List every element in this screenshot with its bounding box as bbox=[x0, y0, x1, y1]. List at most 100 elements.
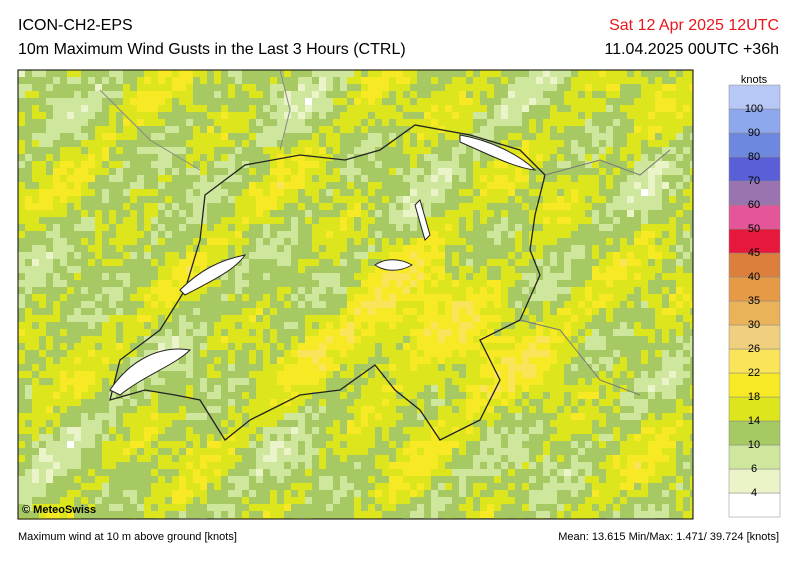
map-cell bbox=[396, 308, 403, 315]
map-cell bbox=[214, 427, 221, 434]
map-cell bbox=[634, 350, 641, 357]
map-cell bbox=[466, 259, 473, 266]
map-cell bbox=[585, 294, 592, 301]
map-cell bbox=[291, 350, 298, 357]
map-cell bbox=[529, 294, 536, 301]
map-cell bbox=[550, 315, 557, 322]
map-cell bbox=[515, 119, 522, 126]
map-cell bbox=[571, 210, 578, 217]
map-cell bbox=[431, 301, 438, 308]
map-cell bbox=[32, 175, 39, 182]
map-cell bbox=[88, 287, 95, 294]
map-cell bbox=[662, 315, 669, 322]
map-cell bbox=[95, 238, 102, 245]
map-cell bbox=[144, 105, 151, 112]
map-cell bbox=[606, 343, 613, 350]
map-cell bbox=[25, 273, 32, 280]
map-cell bbox=[634, 112, 641, 119]
map-cell bbox=[438, 399, 445, 406]
map-cell bbox=[669, 364, 676, 371]
map-cell bbox=[277, 301, 284, 308]
map-cell bbox=[466, 245, 473, 252]
map-cell bbox=[242, 399, 249, 406]
map-cell bbox=[298, 70, 305, 77]
map-cell bbox=[354, 392, 361, 399]
map-cell bbox=[354, 231, 361, 238]
map-cell bbox=[683, 357, 690, 364]
map-cell bbox=[557, 287, 564, 294]
map-cell bbox=[137, 287, 144, 294]
map-cell bbox=[515, 420, 522, 427]
map-cell bbox=[508, 105, 515, 112]
map-cell bbox=[613, 161, 620, 168]
map-cell bbox=[662, 385, 669, 392]
map-cell bbox=[347, 406, 354, 413]
map-cell bbox=[613, 273, 620, 280]
map-cell bbox=[319, 161, 326, 168]
map-cell bbox=[312, 420, 319, 427]
map-cell bbox=[53, 287, 60, 294]
map-cell bbox=[158, 420, 165, 427]
map-cell bbox=[578, 315, 585, 322]
map-cell bbox=[242, 322, 249, 329]
map-cell bbox=[214, 350, 221, 357]
map-cell bbox=[256, 210, 263, 217]
map-cell bbox=[543, 420, 550, 427]
map-cell bbox=[207, 322, 214, 329]
map-cell bbox=[109, 343, 116, 350]
map-cell bbox=[515, 182, 522, 189]
map-cell bbox=[200, 154, 207, 161]
map-cell bbox=[690, 182, 693, 189]
map-cell bbox=[564, 399, 571, 406]
map-cell bbox=[466, 273, 473, 280]
map-cell bbox=[480, 112, 487, 119]
map-cell bbox=[494, 196, 501, 203]
map-cell bbox=[459, 371, 466, 378]
map-cell bbox=[557, 385, 564, 392]
map-cell bbox=[256, 301, 263, 308]
map-cell bbox=[214, 399, 221, 406]
map-cell bbox=[172, 217, 179, 224]
map-cell bbox=[585, 364, 592, 371]
map-cell bbox=[599, 77, 606, 84]
map-cell bbox=[319, 329, 326, 336]
map-cell bbox=[221, 210, 228, 217]
map-cell bbox=[130, 294, 137, 301]
map-cell bbox=[648, 315, 655, 322]
map-cell bbox=[214, 112, 221, 119]
map-cell bbox=[228, 203, 235, 210]
map-cell bbox=[221, 77, 228, 84]
map-cell bbox=[305, 147, 312, 154]
map-cell bbox=[333, 329, 340, 336]
map-cell bbox=[81, 168, 88, 175]
map-cell bbox=[137, 322, 144, 329]
map-cell bbox=[102, 406, 109, 413]
map-cell bbox=[361, 210, 368, 217]
map-cell bbox=[53, 371, 60, 378]
map-cell bbox=[242, 273, 249, 280]
map-cell bbox=[18, 413, 25, 420]
map-cell bbox=[123, 259, 130, 266]
map-cell bbox=[270, 217, 277, 224]
map-cell bbox=[179, 266, 186, 273]
map-cell bbox=[102, 189, 109, 196]
map-cell bbox=[53, 406, 60, 413]
map-cell bbox=[46, 105, 53, 112]
map-cell bbox=[382, 210, 389, 217]
map-cell bbox=[452, 252, 459, 259]
map-cell bbox=[522, 105, 529, 112]
map-cell bbox=[242, 357, 249, 364]
map-cell bbox=[368, 280, 375, 287]
map-cell bbox=[186, 210, 193, 217]
map-cell bbox=[200, 245, 207, 252]
map-cell bbox=[543, 385, 550, 392]
map-cell bbox=[438, 217, 445, 224]
map-cell bbox=[81, 77, 88, 84]
map-cell bbox=[207, 427, 214, 434]
map-cell bbox=[347, 77, 354, 84]
map-cell bbox=[662, 287, 669, 294]
map-cell bbox=[81, 343, 88, 350]
map-cell bbox=[242, 98, 249, 105]
map-cell bbox=[599, 168, 606, 175]
map-cell bbox=[543, 91, 550, 98]
